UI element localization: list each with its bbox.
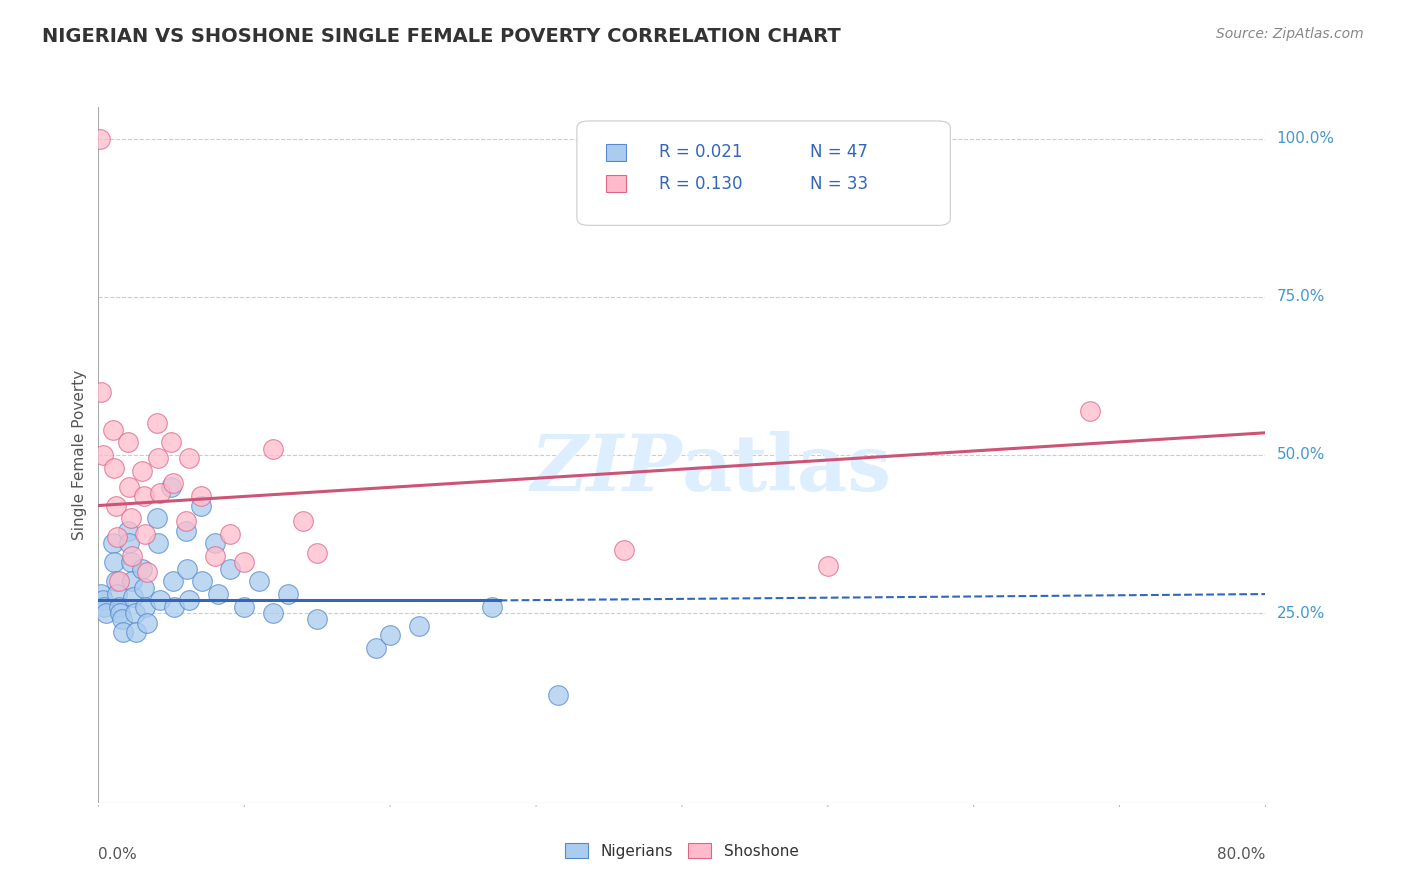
Text: ZIP: ZIP bbox=[530, 431, 682, 507]
Text: 0.0%: 0.0% bbox=[98, 847, 138, 862]
Point bbox=[218, 562, 240, 576]
Point bbox=[191, 574, 214, 589]
Point bbox=[118, 479, 141, 493]
Point bbox=[233, 556, 256, 570]
Point bbox=[125, 625, 148, 640]
Point bbox=[190, 499, 212, 513]
Text: 100.0%: 100.0% bbox=[1277, 131, 1334, 146]
Point bbox=[90, 587, 112, 601]
Point bbox=[91, 593, 114, 607]
Point bbox=[134, 527, 156, 541]
Text: 80.0%: 80.0% bbox=[1218, 847, 1265, 862]
Point bbox=[104, 574, 127, 589]
Point bbox=[131, 464, 153, 478]
Point bbox=[146, 511, 169, 525]
Point bbox=[149, 486, 172, 500]
Point bbox=[364, 640, 387, 655]
Point bbox=[174, 514, 197, 528]
Point bbox=[177, 451, 200, 466]
Point bbox=[122, 591, 145, 605]
Point bbox=[117, 435, 139, 450]
Text: N = 33: N = 33 bbox=[810, 175, 869, 193]
Point bbox=[108, 574, 131, 589]
Point bbox=[207, 587, 229, 601]
Point bbox=[204, 536, 226, 550]
Point bbox=[481, 599, 503, 614]
Point bbox=[163, 599, 186, 614]
Point bbox=[120, 556, 142, 570]
Point bbox=[112, 625, 135, 640]
Text: R = 0.021: R = 0.021 bbox=[658, 144, 742, 161]
Point bbox=[160, 479, 183, 493]
Point bbox=[111, 612, 134, 626]
Point bbox=[233, 599, 256, 614]
Point bbox=[101, 423, 124, 437]
Point bbox=[134, 599, 156, 614]
Text: R = 0.130: R = 0.130 bbox=[658, 175, 742, 193]
Point bbox=[135, 565, 157, 579]
Point bbox=[105, 587, 128, 601]
Point bbox=[612, 542, 634, 557]
Legend: Nigerians, Shoshone: Nigerians, Shoshone bbox=[560, 837, 804, 864]
Point bbox=[89, 131, 111, 145]
Text: NIGERIAN VS SHOSHONE SINGLE FEMALE POVERTY CORRELATION CHART: NIGERIAN VS SHOSHONE SINGLE FEMALE POVER… bbox=[42, 27, 841, 45]
Point bbox=[148, 536, 170, 550]
Point bbox=[108, 599, 131, 614]
Point bbox=[162, 476, 184, 491]
Point bbox=[117, 524, 139, 538]
Point bbox=[408, 618, 430, 632]
Point bbox=[91, 448, 114, 462]
Point bbox=[262, 442, 284, 456]
Text: N = 47: N = 47 bbox=[810, 144, 868, 161]
Point bbox=[132, 489, 155, 503]
Point bbox=[1080, 403, 1102, 417]
Text: 50.0%: 50.0% bbox=[1277, 448, 1324, 462]
Point bbox=[121, 574, 143, 589]
FancyBboxPatch shape bbox=[576, 121, 950, 226]
Point bbox=[101, 536, 124, 550]
Point bbox=[132, 581, 155, 595]
Point bbox=[177, 593, 200, 607]
Point bbox=[174, 524, 197, 538]
Point bbox=[105, 530, 128, 544]
Point bbox=[277, 587, 299, 601]
Point bbox=[120, 511, 142, 525]
Point bbox=[204, 549, 226, 563]
Point bbox=[94, 606, 117, 620]
Point bbox=[121, 549, 143, 563]
Point bbox=[218, 527, 240, 541]
Point bbox=[103, 556, 125, 570]
Point bbox=[262, 606, 284, 620]
Point bbox=[110, 606, 132, 620]
Point bbox=[307, 612, 329, 626]
Point bbox=[124, 606, 146, 620]
Text: atlas: atlas bbox=[682, 431, 891, 507]
Point bbox=[160, 435, 183, 450]
Point bbox=[104, 499, 127, 513]
Point bbox=[817, 558, 839, 573]
Point bbox=[176, 562, 198, 576]
Text: Source: ZipAtlas.com: Source: ZipAtlas.com bbox=[1216, 27, 1364, 41]
Point bbox=[307, 546, 329, 560]
Point bbox=[148, 451, 170, 466]
Point bbox=[380, 628, 402, 642]
Point bbox=[162, 574, 184, 589]
Point bbox=[131, 562, 153, 576]
FancyBboxPatch shape bbox=[606, 175, 627, 193]
Text: 75.0%: 75.0% bbox=[1277, 289, 1324, 304]
Point bbox=[547, 688, 569, 702]
Y-axis label: Single Female Poverty: Single Female Poverty bbox=[72, 370, 87, 540]
Point bbox=[135, 615, 157, 630]
Point bbox=[93, 599, 115, 614]
Point bbox=[103, 460, 125, 475]
Point bbox=[149, 593, 172, 607]
Point bbox=[90, 384, 112, 399]
Point bbox=[190, 489, 212, 503]
Point bbox=[146, 417, 169, 431]
Text: 25.0%: 25.0% bbox=[1277, 606, 1324, 621]
Point bbox=[118, 536, 141, 550]
FancyBboxPatch shape bbox=[606, 144, 627, 161]
Point bbox=[247, 574, 270, 589]
Point bbox=[291, 514, 314, 528]
